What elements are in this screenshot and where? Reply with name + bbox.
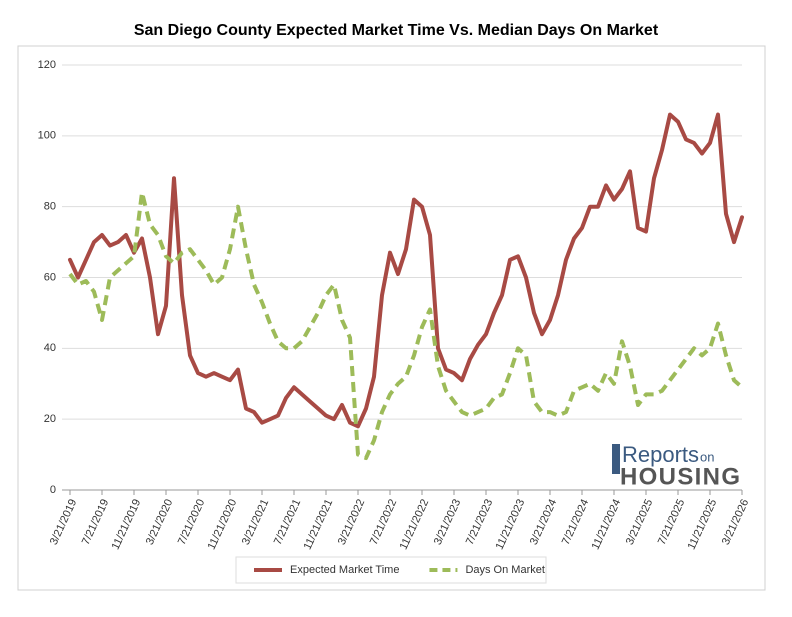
legend-label: Days On Market bbox=[465, 564, 544, 576]
y-tick-label: 120 bbox=[38, 59, 56, 71]
x-tick-label: 7/21/2025 bbox=[656, 497, 688, 546]
logo-small: on bbox=[700, 449, 714, 464]
logo: Reports on HOUSING bbox=[612, 442, 740, 490]
x-tick-label: 7/21/2021 bbox=[272, 497, 304, 546]
x-tick-label: 11/21/2022 bbox=[398, 497, 432, 551]
x-tick-label: 7/21/2020 bbox=[176, 497, 208, 546]
y-tick-label: 0 bbox=[50, 484, 56, 496]
legend-label: Expected Market Time bbox=[290, 564, 399, 576]
x-tick-label: 11/21/2020 bbox=[206, 497, 240, 551]
chart-title: San Diego County Expected Market Time Vs… bbox=[134, 22, 659, 39]
x-tick-label: 3/21/2025 bbox=[624, 497, 656, 546]
x-tick-label: 3/21/2022 bbox=[336, 497, 368, 546]
plot-frame bbox=[17, 45, 766, 591]
x-tick-label: 7/21/2019 bbox=[80, 497, 112, 546]
x-tick-label: 3/21/2023 bbox=[432, 497, 464, 546]
y-tick-label: 80 bbox=[44, 201, 56, 213]
x-tick-label: 3/21/2026 bbox=[720, 497, 752, 546]
x-tick-label: 3/21/2020 bbox=[144, 497, 176, 546]
x-tick-label: 7/21/2022 bbox=[368, 497, 400, 546]
x-tick-label: 3/21/2024 bbox=[528, 497, 560, 546]
x-tick-label: 3/21/2019 bbox=[48, 497, 80, 546]
x-tick-label: 11/21/2019 bbox=[110, 497, 144, 551]
series-line bbox=[68, 112, 744, 429]
x-tick-label: 3/21/2021 bbox=[240, 497, 272, 546]
logo-sub: HOUSING bbox=[620, 463, 740, 490]
x-tick-label: 11/21/2021 bbox=[302, 497, 336, 551]
x-tick-label: 11/21/2023 bbox=[494, 497, 528, 551]
logo-mark bbox=[612, 444, 620, 474]
legend-box bbox=[235, 556, 547, 584]
y-tick-label: 100 bbox=[38, 130, 56, 142]
logo-text: Reports bbox=[622, 442, 699, 467]
y-tick-label: 20 bbox=[44, 413, 56, 425]
x-tick-label: 11/21/2024 bbox=[590, 497, 624, 551]
y-tick-label: 60 bbox=[44, 271, 56, 283]
series-line bbox=[68, 190, 744, 461]
x-tick-label: 7/21/2023 bbox=[464, 497, 496, 546]
x-tick-label: 7/21/2024 bbox=[560, 497, 592, 546]
x-tick-label: 11/21/2025 bbox=[686, 497, 720, 551]
y-tick-label: 40 bbox=[44, 342, 56, 354]
